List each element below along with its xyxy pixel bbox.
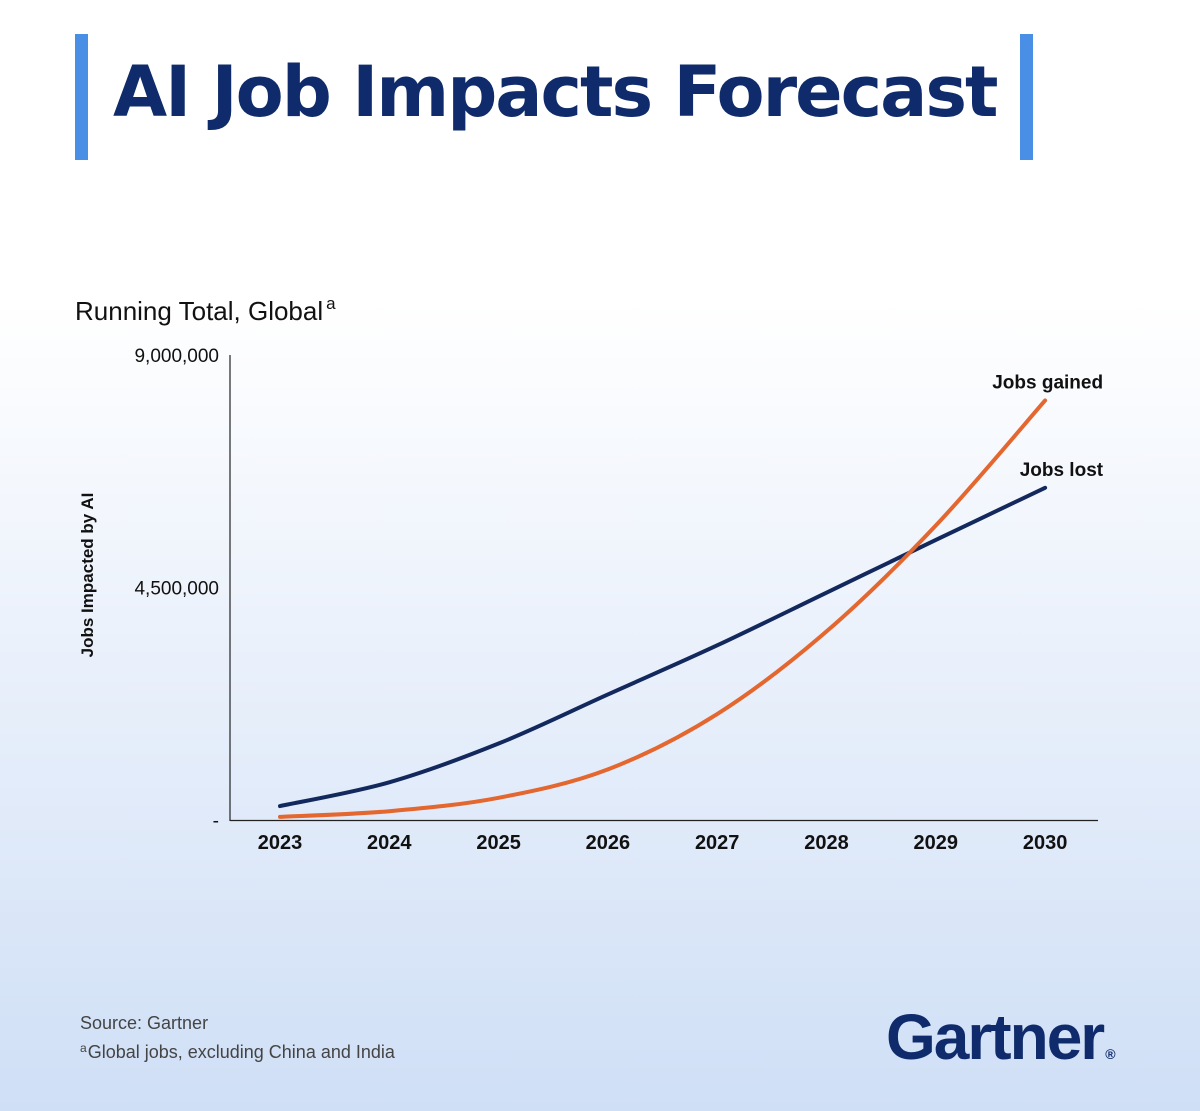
footnote-text: Global jobs, excluding China and India [87,1042,395,1062]
page-title: AI Job Impacts Forecast [113,51,998,133]
y-axis-title: Jobs Impacted by AI [78,493,97,658]
x-axis-labels: 2023 2024 2025 2026 2027 2028 2029 2030 [258,832,1068,854]
x-tick-label: 2027 [695,832,740,854]
title-accent-bar-left [75,34,88,160]
series-line-jobs-lost [278,485,1048,809]
chart-subtitle: Running Total, Global a [75,294,336,327]
x-tick-label: 2025 [476,832,521,854]
logo-registered-mark: ® [1105,1046,1116,1062]
y-axis-labels: 9,000,000 4,500,000 - [134,346,219,832]
chart-series [278,398,1048,819]
y-tick-label: - [213,811,219,832]
series-line-jobs-gained [278,398,1048,819]
series-label-jobs-lost: Jobs lost [1020,460,1104,481]
gartner-logo: Gartner ® [886,1000,1116,1074]
chart-subtitle-text: Running Total, Global [75,296,324,326]
series-label-jobs-gained: Jobs gained [992,372,1103,393]
footnote: aGlobal jobs, excluding China and India [80,1041,395,1063]
chart-subtitle-note: a [326,294,336,313]
x-tick-label: 2023 [258,832,303,854]
series-labels: Jobs lost Jobs gained [992,372,1104,480]
x-tick-label: 2028 [804,832,849,854]
x-tick-label: 2024 [367,832,412,854]
chart-axes [229,355,1098,822]
footnote-marker: a [80,1041,87,1055]
x-tick-label: 2026 [586,832,631,854]
title-accent-bar-right [1020,34,1033,160]
y-tick-label: 9,000,000 [134,346,219,367]
x-tick-label: 2030 [1023,832,1068,854]
x-tick-label: 2029 [914,832,959,854]
y-tick-label: 4,500,000 [134,579,219,600]
logo-text: Gartner [886,1001,1105,1073]
source-note: Source: Gartner [80,1013,209,1033]
